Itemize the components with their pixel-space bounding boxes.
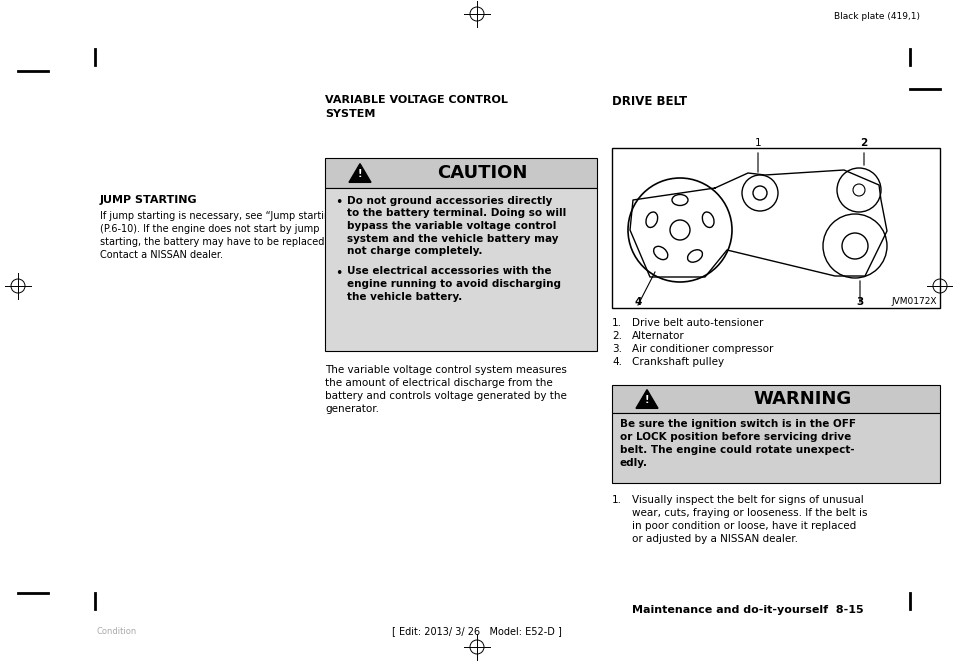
- Text: Air conditioner compressor: Air conditioner compressor: [631, 344, 773, 354]
- Text: Use electrical accessories with the: Use electrical accessories with the: [347, 266, 551, 276]
- Text: CAUTION: CAUTION: [437, 164, 527, 182]
- Text: !: !: [357, 169, 362, 179]
- Polygon shape: [636, 389, 658, 408]
- Text: •: •: [335, 196, 342, 209]
- Text: generator.: generator.: [325, 404, 378, 414]
- Text: 3: 3: [856, 297, 862, 307]
- Text: to the battery terminal. Doing so will: to the battery terminal. Doing so will: [347, 208, 566, 219]
- Text: engine running to avoid discharging: engine running to avoid discharging: [347, 279, 560, 289]
- Text: the amount of electrical discharge from the: the amount of electrical discharge from …: [325, 378, 552, 388]
- Text: 2: 2: [860, 138, 866, 148]
- Text: !: !: [644, 395, 649, 405]
- Text: 1.: 1.: [612, 318, 621, 328]
- Bar: [612, 413, 939, 483]
- Text: battery and controls voltage generated by the: battery and controls voltage generated b…: [325, 391, 566, 401]
- Bar: [612, 148, 939, 308]
- Text: Do not ground accessories directly: Do not ground accessories directly: [347, 196, 552, 206]
- Text: DRIVE BELT: DRIVE BELT: [612, 95, 686, 108]
- Text: Be sure the ignition switch is in the OFF: Be sure the ignition switch is in the OF…: [619, 419, 855, 429]
- Text: belt. The engine could rotate unexpect-: belt. The engine could rotate unexpect-: [619, 445, 854, 455]
- Text: or LOCK position before servicing drive: or LOCK position before servicing drive: [619, 432, 850, 442]
- Text: The variable voltage control system measures: The variable voltage control system meas…: [325, 365, 566, 375]
- Text: the vehicle battery.: the vehicle battery.: [347, 292, 462, 301]
- Text: bypass the variable voltage control: bypass the variable voltage control: [347, 221, 556, 231]
- Text: 4.: 4.: [612, 357, 621, 367]
- Text: in poor condition or loose, have it replaced: in poor condition or loose, have it repl…: [631, 521, 856, 531]
- Text: system and the vehicle battery may: system and the vehicle battery may: [347, 233, 558, 243]
- Text: 4: 4: [634, 297, 641, 307]
- Bar: [325, 188, 597, 351]
- Polygon shape: [349, 164, 371, 182]
- Text: 2.: 2.: [612, 331, 621, 341]
- Text: VARIABLE VOLTAGE CONTROL: VARIABLE VOLTAGE CONTROL: [325, 95, 507, 105]
- Text: 3.: 3.: [612, 344, 621, 354]
- Text: JVM0172X: JVM0172X: [890, 297, 936, 306]
- Text: 1: 1: [754, 138, 760, 148]
- Text: wear, cuts, fraying or looseness. If the belt is: wear, cuts, fraying or looseness. If the…: [631, 508, 866, 518]
- Bar: [325, 158, 597, 188]
- Text: •: •: [335, 266, 342, 280]
- Text: JUMP STARTING: JUMP STARTING: [100, 195, 197, 205]
- Text: WARNING: WARNING: [752, 390, 850, 408]
- Text: Black plate (419,1): Black plate (419,1): [833, 12, 919, 21]
- Text: not charge completely.: not charge completely.: [347, 246, 482, 256]
- Text: or adjusted by a NISSAN dealer.: or adjusted by a NISSAN dealer.: [631, 534, 797, 544]
- Text: Contact a NISSAN dealer.: Contact a NISSAN dealer.: [100, 250, 223, 260]
- Bar: [612, 385, 939, 413]
- Text: If jump starting is necessary, see “Jump starting”: If jump starting is necessary, see “Jump…: [100, 211, 341, 221]
- Text: edly.: edly.: [619, 458, 647, 468]
- Text: [ Edit: 2013/ 3/ 26   Model: E52-D ]: [ Edit: 2013/ 3/ 26 Model: E52-D ]: [392, 626, 561, 636]
- Text: Drive belt auto-tensioner: Drive belt auto-tensioner: [631, 318, 762, 328]
- Text: Alternator: Alternator: [631, 331, 684, 341]
- Text: Visually inspect the belt for signs of unusual: Visually inspect the belt for signs of u…: [631, 495, 862, 505]
- Text: SYSTEM: SYSTEM: [325, 109, 375, 119]
- Text: Condition: Condition: [97, 627, 137, 636]
- Text: Maintenance and do-it-yourself  8-15: Maintenance and do-it-yourself 8-15: [631, 605, 862, 615]
- Text: starting, the battery may have to be replaced.: starting, the battery may have to be rep…: [100, 237, 327, 247]
- Text: (P.6-10). If the engine does not start by jump: (P.6-10). If the engine does not start b…: [100, 224, 319, 234]
- Text: Crankshaft pulley: Crankshaft pulley: [631, 357, 723, 367]
- Text: 1.: 1.: [612, 495, 621, 505]
